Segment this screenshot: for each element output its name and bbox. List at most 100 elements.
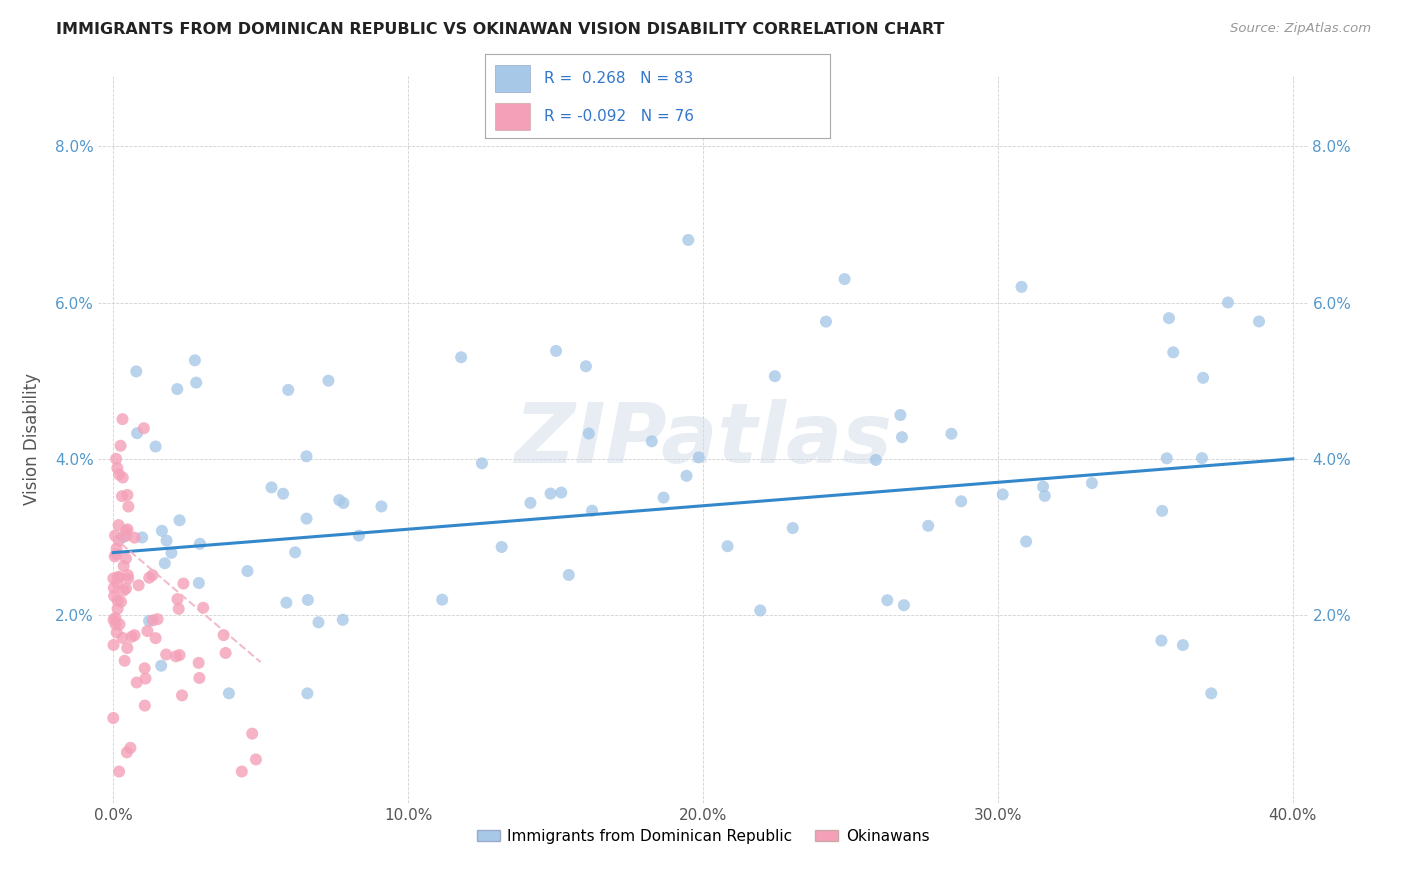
Point [240,726,263,740]
Point [115,529,138,543]
Legend: Immigrants from Dominican Republic, Okinawans: Immigrants from Dominican Republic, Okin… [471,822,935,850]
Point [125,675,148,690]
Point [111,631,134,645]
Point [146,612,169,626]
Point [1191,451,1213,466]
Point [115,745,138,759]
Point [187,576,209,591]
Point [276,596,298,610]
Point [111,489,134,503]
Point [430,592,453,607]
Point [1081,476,1104,491]
Point [295,511,318,525]
Point [103,589,125,603]
Point [111,412,134,426]
Point [236,564,259,578]
Point [105,541,128,556]
Point [165,649,187,664]
Point [107,570,129,584]
Point [188,671,211,685]
Point [125,364,148,378]
Point [104,617,127,632]
Point [103,711,125,725]
Point [145,440,167,454]
Point [117,500,139,514]
Point [145,631,167,645]
Point [1161,345,1184,359]
Point [675,468,697,483]
Point [450,350,472,364]
Point [1156,451,1178,466]
Point [991,487,1014,501]
Point [1157,311,1180,326]
Text: R =  0.268   N = 83: R = 0.268 N = 83 [544,70,693,86]
Point [688,450,710,465]
Point [117,522,139,536]
Point [347,528,370,542]
Point [1015,534,1038,549]
Point [917,518,939,533]
Point [136,624,159,638]
Point [115,551,138,566]
Point [1171,638,1194,652]
Point [104,528,127,542]
Point [127,426,149,441]
Point [260,480,283,494]
Point [105,625,128,640]
Point [1199,686,1222,700]
Point [131,530,153,544]
Point [105,576,128,591]
Point [117,568,139,582]
Text: IMMIGRANTS FROM DOMINICAN REPUBLIC VS OKINAWAN VISION DISABILITY CORRELATION CHA: IMMIGRANTS FROM DOMINICAN REPUBLIC VS OK… [56,22,945,37]
Point [212,628,235,642]
Point [941,426,963,441]
Point [124,531,146,545]
Text: R = -0.092   N = 76: R = -0.092 N = 76 [544,109,693,124]
Point [172,576,194,591]
Point [128,578,150,592]
Point [134,698,156,713]
Point [132,421,155,435]
Point [581,504,603,518]
Point [187,656,209,670]
Point [519,496,541,510]
Point [1011,280,1033,294]
Point [782,521,804,535]
Point [763,369,786,384]
Point [105,461,128,475]
Point [138,614,160,628]
Point [166,382,188,396]
Text: ZIPatlas: ZIPatlas [515,399,891,480]
Point [111,530,134,544]
Point [114,654,136,668]
Point [107,533,129,548]
Point [876,593,898,607]
Point [107,571,129,585]
FancyBboxPatch shape [495,64,530,92]
Point [103,581,125,595]
Point [138,571,160,585]
Point [558,568,581,582]
Point [370,500,392,514]
Point [103,638,125,652]
Point [107,518,129,533]
Point [134,661,156,675]
Point [107,601,129,615]
Point [1032,480,1054,494]
Point [141,568,163,582]
Point [749,603,772,617]
Point [1033,489,1056,503]
Point [214,646,236,660]
Point [110,595,132,609]
Point [297,686,319,700]
Point [184,353,207,368]
Point [104,549,127,564]
Point [284,545,307,559]
Point [218,686,240,700]
Point [142,613,165,627]
Point [550,485,572,500]
Point [1192,371,1215,385]
Point [652,491,675,505]
Point [332,496,354,510]
Point [889,408,911,422]
